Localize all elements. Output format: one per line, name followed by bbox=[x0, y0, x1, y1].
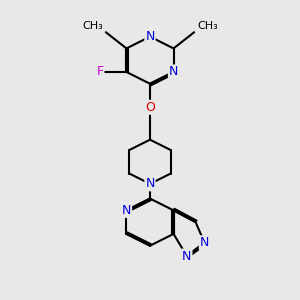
Text: CH₃: CH₃ bbox=[197, 21, 218, 31]
Text: N: N bbox=[200, 236, 209, 249]
Text: N: N bbox=[145, 177, 155, 190]
Text: N: N bbox=[145, 30, 155, 43]
Text: N: N bbox=[169, 65, 178, 79]
Text: F: F bbox=[96, 65, 103, 79]
Text: N: N bbox=[122, 204, 131, 217]
Text: CH₃: CH₃ bbox=[82, 21, 103, 31]
Text: N: N bbox=[182, 250, 191, 262]
Text: O: O bbox=[145, 101, 155, 114]
